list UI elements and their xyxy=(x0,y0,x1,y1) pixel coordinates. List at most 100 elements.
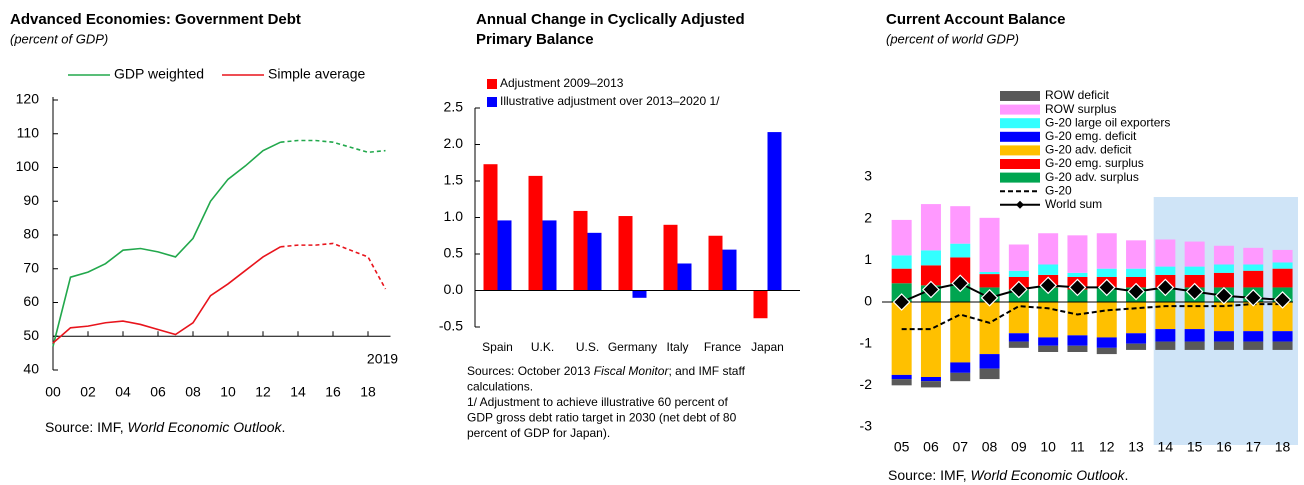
bar-segment xyxy=(950,243,971,258)
bar-segment xyxy=(1067,235,1088,273)
y-tick-label: 50 xyxy=(23,327,39,343)
x-tick-label: 15 xyxy=(1187,439,1203,455)
bar xyxy=(618,216,633,291)
bar xyxy=(708,235,723,291)
bar xyxy=(483,164,498,291)
data-line xyxy=(52,246,281,344)
bar-segment xyxy=(1126,277,1147,288)
x-tick-label: Germany xyxy=(608,340,657,354)
footnote-part: ; and IMF staff xyxy=(668,364,745,378)
data-line xyxy=(52,141,281,347)
bar-segment xyxy=(920,204,941,251)
chart-subtitle: (percent of world GDP) xyxy=(886,31,1019,46)
bar-segment xyxy=(1243,341,1264,350)
x-tick-label: Italy xyxy=(666,340,688,354)
bar-segment xyxy=(1184,329,1205,342)
x-tick-label: 18 xyxy=(1275,439,1291,455)
bar xyxy=(722,249,737,291)
x-tick-label: 16 xyxy=(325,384,341,400)
bar-segment xyxy=(1243,247,1264,265)
x-tick-label: Japan xyxy=(751,340,784,354)
y-tick-label: 2.5 xyxy=(444,99,464,115)
bar-segment xyxy=(950,257,971,284)
legend-swatch xyxy=(1000,118,1040,129)
bar-segment xyxy=(1213,331,1234,342)
x-tick-label: 06 xyxy=(923,439,939,455)
bar xyxy=(587,232,602,291)
y-tick-label: 1.5 xyxy=(444,172,464,188)
bar-segment xyxy=(1096,233,1117,269)
bar-segment xyxy=(1008,270,1029,277)
chart-title: Advanced Economies: Government Debt xyxy=(10,11,301,28)
y-tick-label: 60 xyxy=(23,293,39,309)
bar-segment xyxy=(920,377,941,382)
bar-segment xyxy=(1272,249,1293,263)
chart-title: Current Account Balance xyxy=(886,11,1065,28)
source-note: Source: IMF, World Economic Outlook. xyxy=(888,467,1128,483)
source-note-part: . xyxy=(1125,467,1129,483)
bar-segment xyxy=(1067,302,1088,336)
bar-segment xyxy=(1184,266,1205,275)
bar-segment xyxy=(979,217,1000,272)
bar-segment xyxy=(1038,233,1059,265)
diamond-marker xyxy=(1185,282,1204,301)
bar-segment xyxy=(979,354,1000,369)
legend-label: Illustrative adjustment over 2013–2020 1… xyxy=(500,94,720,108)
chart-title: Annual Change in Cyclically Adjusted xyxy=(476,11,745,28)
bar-segment xyxy=(1155,266,1176,275)
legend-label: G-20 large oil exporters xyxy=(1045,115,1170,129)
legend-swatch xyxy=(1000,91,1040,101)
bar-segment xyxy=(1213,245,1234,265)
bar-segment xyxy=(891,255,912,269)
x-tick-label: 11 xyxy=(1070,439,1085,455)
bar-segment xyxy=(979,274,1000,288)
legend-swatch xyxy=(1000,172,1040,183)
diamond-marker xyxy=(1215,286,1233,305)
bar-segment xyxy=(1038,345,1059,352)
diamond-marker xyxy=(1127,282,1145,301)
bar-segment xyxy=(1038,287,1059,302)
footnote-part: GDP gross debt ratio target in 2030 (net… xyxy=(467,411,737,425)
legend-label: World sum xyxy=(1045,197,1102,211)
bar-segment xyxy=(1243,270,1264,288)
legend-swatch xyxy=(487,79,497,89)
bar-segment xyxy=(1096,347,1117,355)
bar-segment xyxy=(1272,341,1293,350)
bar xyxy=(632,290,647,298)
source-note-part: World Economic Outlook xyxy=(970,467,1125,483)
footnote-part: calculations. xyxy=(467,380,533,394)
bar-segment xyxy=(1038,302,1059,338)
diamond-marker xyxy=(980,288,999,307)
x-tick-label: 14 xyxy=(290,384,306,400)
footnote-part: 1/ Adjustment to achieve illustrative 60… xyxy=(467,395,728,409)
bar xyxy=(528,175,543,291)
bar-segment xyxy=(1038,337,1059,346)
y-tick-label: 2.0 xyxy=(444,135,464,151)
legend-label: G-20 adv. surplus xyxy=(1045,170,1139,184)
legend-label: Simple average xyxy=(268,66,365,82)
bar-segment xyxy=(1067,335,1088,346)
y-tick-label: -1 xyxy=(860,334,873,350)
bar-segment xyxy=(979,368,1000,380)
legend-label: G-20 emg. deficit xyxy=(1045,129,1137,143)
y-tick-label: 0.5 xyxy=(444,245,464,261)
footnote: Sources: October 2013 Fiscal Monitor; an… xyxy=(467,364,746,378)
bar-segment xyxy=(1155,329,1176,342)
source-note: Source: IMF, World Economic Outlook. xyxy=(45,419,285,435)
bar-segment xyxy=(1213,341,1234,350)
x-tick-label: 07 xyxy=(952,439,968,455)
diamond-marker xyxy=(892,293,911,311)
projection-line xyxy=(280,242,387,290)
y-tick-label: 100 xyxy=(16,158,40,174)
bar-segment xyxy=(891,283,912,302)
bar-segment xyxy=(1008,341,1029,348)
bar-segment xyxy=(891,268,912,284)
bar-segment xyxy=(1184,302,1205,330)
legend-label: ROW surplus xyxy=(1045,102,1116,116)
footnote-part: percent of GDP for Japan). xyxy=(467,426,610,440)
bar-segment xyxy=(1155,239,1176,267)
bar-segment xyxy=(1272,302,1293,332)
bar-segment xyxy=(1213,302,1234,332)
legend-swatch xyxy=(1000,104,1040,115)
